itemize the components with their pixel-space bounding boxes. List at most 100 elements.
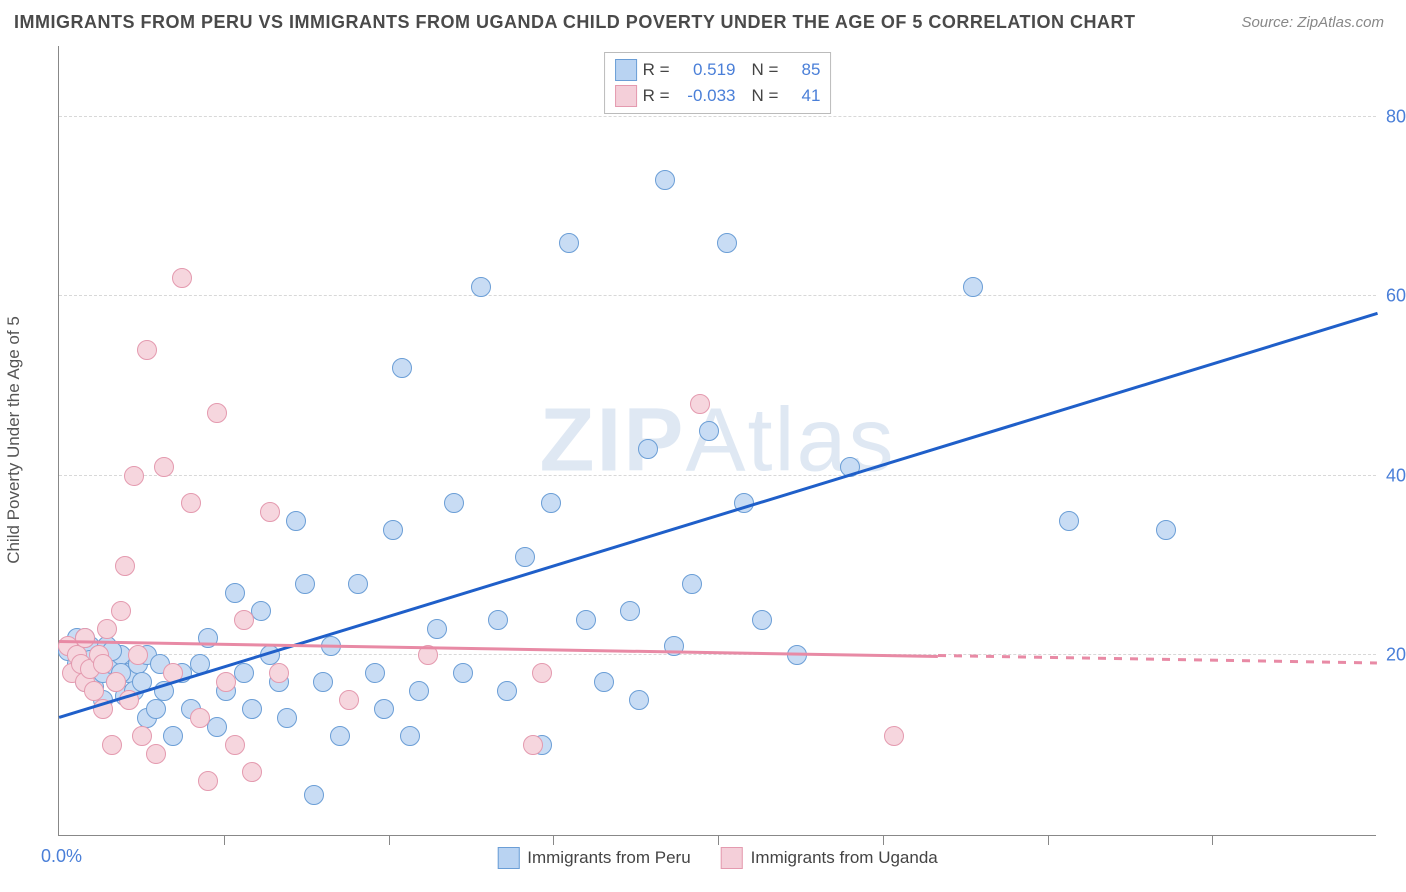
data-point: [787, 645, 807, 665]
data-point: [102, 735, 122, 755]
legend-item: Immigrants from Uganda: [721, 847, 938, 869]
data-point: [198, 771, 218, 791]
data-point: [339, 690, 359, 710]
data-point: [146, 699, 166, 719]
data-point: [313, 672, 333, 692]
data-point: [216, 672, 236, 692]
data-point: [124, 466, 144, 486]
data-point: [497, 681, 517, 701]
data-point: [1059, 511, 1079, 531]
data-point: [234, 663, 254, 683]
r-value: 0.519: [676, 60, 736, 80]
data-point: [717, 233, 737, 253]
data-point: [132, 726, 152, 746]
data-point: [251, 601, 271, 621]
gridline: [59, 116, 1376, 117]
data-point: [576, 610, 596, 630]
data-point: [190, 708, 210, 728]
trend-line: [938, 654, 1377, 664]
y-tick-label: 60.0%: [1386, 286, 1406, 307]
data-point: [532, 663, 552, 683]
y-tick-label: 80.0%: [1386, 106, 1406, 127]
r-label: R =: [643, 86, 670, 106]
data-point: [234, 610, 254, 630]
n-label: N =: [752, 60, 779, 80]
data-point: [348, 574, 368, 594]
data-point: [146, 744, 166, 764]
correlation-legend: R =0.519N =85R =-0.033N =41: [604, 52, 832, 114]
data-point: [242, 762, 262, 782]
data-point: [111, 601, 131, 621]
y-tick-label: 40.0%: [1386, 465, 1406, 486]
data-point: [488, 610, 508, 630]
data-point: [453, 663, 473, 683]
data-point: [638, 439, 658, 459]
y-axis-label: Child Poverty Under the Age of 5: [4, 316, 24, 564]
x-axis-min-label: 0.0%: [41, 846, 82, 867]
data-point: [471, 277, 491, 297]
data-point: [225, 735, 245, 755]
data-point: [427, 619, 447, 639]
x-tick: [883, 835, 884, 845]
data-point: [365, 663, 385, 683]
legend-swatch: [721, 847, 743, 869]
x-tick: [389, 835, 390, 845]
data-point: [260, 502, 280, 522]
x-tick: [224, 835, 225, 845]
gridline: [59, 295, 1376, 296]
series-legend: Immigrants from Peru Immigrants from Ugan…: [497, 847, 938, 869]
correlation-legend-row: R = -0.033 N =41: [615, 83, 821, 109]
data-point: [444, 493, 464, 513]
data-point: [523, 735, 543, 755]
data-point: [884, 726, 904, 746]
data-point: [225, 583, 245, 603]
data-point: [330, 726, 350, 746]
data-point: [242, 699, 262, 719]
legend-label: Immigrants from Uganda: [751, 848, 938, 868]
data-point: [128, 645, 148, 665]
n-value: 41: [784, 86, 820, 106]
data-point: [97, 619, 117, 639]
data-point: [75, 628, 95, 648]
data-point: [269, 663, 289, 683]
data-point: [163, 726, 183, 746]
correlation-legend-row: R =0.519N =85: [615, 57, 821, 83]
x-tick: [718, 835, 719, 845]
data-point: [409, 681, 429, 701]
data-point: [106, 672, 126, 692]
source-attribution: Source: ZipAtlas.com: [1241, 14, 1384, 31]
data-point: [699, 421, 719, 441]
r-value: -0.033: [676, 86, 736, 106]
data-point: [286, 511, 306, 531]
x-tick: [553, 835, 554, 845]
data-point: [207, 717, 227, 737]
data-point: [541, 493, 561, 513]
chart-title: IMMIGRANTS FROM PERU VS IMMIGRANTS FROM …: [14, 12, 1136, 33]
data-point: [559, 233, 579, 253]
data-point: [400, 726, 420, 746]
data-point: [172, 268, 192, 288]
x-tick: [1048, 835, 1049, 845]
legend-label: Immigrants from Peru: [527, 848, 690, 868]
data-point: [374, 699, 394, 719]
data-point: [383, 520, 403, 540]
data-point: [690, 394, 710, 414]
data-point: [655, 170, 675, 190]
r-label: R =: [643, 60, 670, 80]
data-point: [181, 493, 201, 513]
n-label: N =: [752, 86, 779, 106]
gridline: [59, 475, 1376, 476]
data-point: [277, 708, 297, 728]
legend-swatch: [497, 847, 519, 869]
data-point: [295, 574, 315, 594]
data-point: [963, 277, 983, 297]
plot-area: ZIPAtlas R =0.519N =85R =-0.033N =41 Imm…: [58, 46, 1376, 836]
data-point: [392, 358, 412, 378]
data-point: [629, 690, 649, 710]
legend-item: Immigrants from Peru: [497, 847, 690, 869]
data-point: [207, 403, 227, 423]
data-point: [304, 785, 324, 805]
data-point: [620, 601, 640, 621]
data-point: [93, 654, 113, 674]
y-tick-label: 20.0%: [1386, 645, 1406, 666]
